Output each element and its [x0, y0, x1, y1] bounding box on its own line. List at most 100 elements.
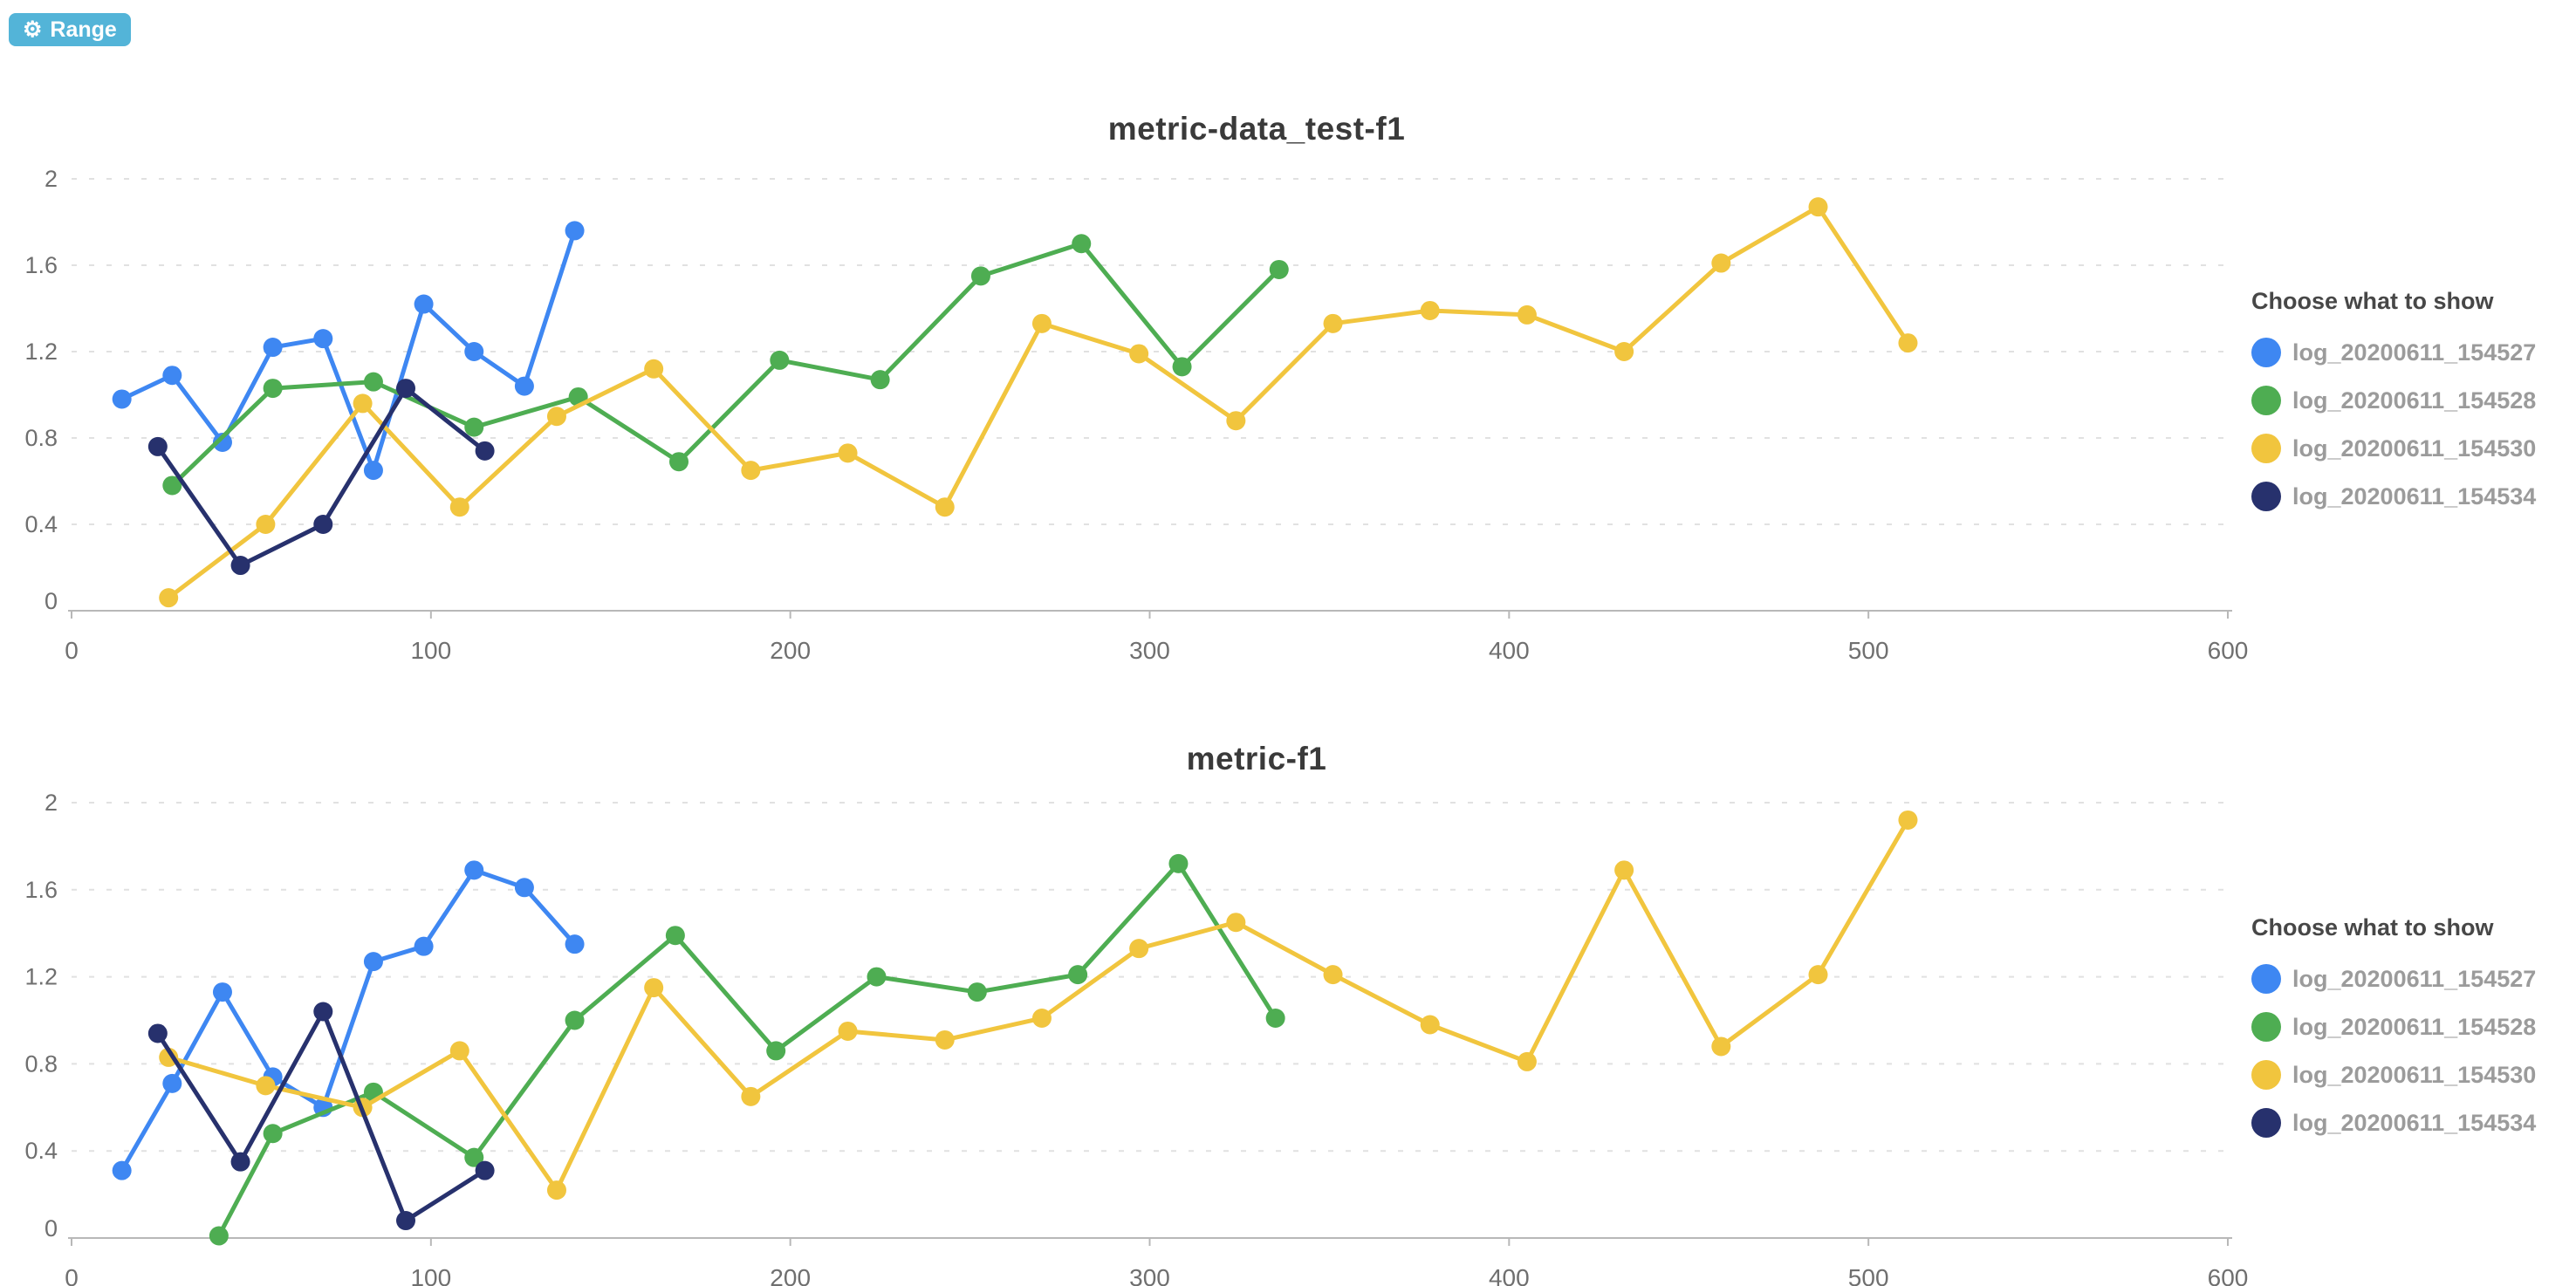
x-tick-label: 600 [2208, 1264, 2249, 1286]
data-point [644, 359, 664, 379]
data-point [514, 878, 534, 898]
data-point [464, 1147, 484, 1167]
data-point [475, 441, 495, 461]
legend-item[interactable]: log_20200611_154534 [2251, 482, 2576, 511]
legend-item[interactable]: log_20200611_154528 [2251, 386, 2576, 415]
legend-item-label: log_20200611_154530 [2292, 434, 2537, 462]
y-tick-label: 2 [45, 166, 58, 192]
x-tick-label: 100 [410, 637, 451, 664]
data-point [1129, 344, 1149, 364]
data-point [147, 436, 168, 456]
legend-swatch-icon [2251, 434, 2281, 463]
data-point [1898, 333, 1918, 353]
data-point [1129, 939, 1149, 959]
legend-swatch-icon [2251, 482, 2281, 511]
x-tick-label: 0 [65, 637, 79, 664]
data-point [867, 967, 887, 987]
data-point [363, 952, 383, 972]
data-point [741, 461, 761, 481]
data-point [514, 376, 534, 396]
legend-swatch-icon [2251, 386, 2281, 415]
series-log_20200611_154527 [112, 860, 585, 1180]
data-point [464, 417, 484, 437]
data-point [1031, 1009, 1052, 1029]
data-point [256, 515, 276, 534]
data-point [565, 934, 585, 954]
data-point [363, 461, 383, 481]
series-log_20200611_154534 [147, 379, 495, 576]
legend-item[interactable]: log_20200611_154530 [2251, 1060, 2576, 1090]
y-tick-label: 0.8 [24, 425, 58, 451]
y-tick-label: 1.6 [24, 252, 58, 278]
x-tick-label: 400 [1489, 1264, 1530, 1286]
data-point [313, 1002, 333, 1022]
data-point [1898, 810, 1918, 830]
legend-title: Choose what to show [2251, 288, 2494, 314]
y-tick-label: 0.4 [24, 1138, 58, 1164]
legend-swatch-icon [2251, 964, 2281, 994]
data-point [396, 379, 416, 399]
data-point [1711, 253, 1731, 273]
legend-item-label: log_20200611_154530 [2292, 1061, 2537, 1088]
data-point [396, 1211, 416, 1231]
data-point [766, 1041, 786, 1061]
data-point [313, 515, 333, 534]
legend-item-label: log_20200611_154528 [2292, 1013, 2537, 1040]
legend-item[interactable]: log_20200611_154528 [2251, 1012, 2576, 1042]
data-point [1808, 197, 1828, 217]
data-point [1168, 853, 1189, 873]
data-point [1808, 965, 1828, 985]
range-button-label: Range [50, 17, 117, 42]
data-point [464, 342, 484, 361]
legend-swatch-icon [2251, 1108, 2281, 1138]
y-tick-label: 0.4 [24, 511, 58, 537]
legend-panel: Choose what to show log_20200611_154527 l… [2251, 914, 2576, 1156]
data-point [162, 1073, 182, 1093]
series-log_20200611_154530 [159, 810, 1918, 1200]
data-point [414, 294, 434, 314]
data-point [1420, 300, 1440, 320]
legend-swatch-icon [2251, 1060, 2281, 1090]
legend-item[interactable]: log_20200611_154534 [2251, 1108, 2576, 1138]
chart-title-metric-f1: metric-f1 [1186, 740, 1327, 776]
x-tick-label: 100 [410, 1264, 451, 1286]
data-point [935, 1029, 955, 1050]
data-point [1323, 313, 1343, 333]
data-point [464, 860, 484, 880]
data-point [230, 556, 250, 576]
data-point [838, 443, 858, 463]
data-point [212, 982, 232, 1002]
data-point [159, 1047, 179, 1067]
data-point [770, 350, 790, 370]
data-point [263, 338, 283, 358]
data-point [1031, 313, 1052, 333]
x-tick-label: 200 [770, 1264, 811, 1286]
x-tick-label: 600 [2208, 637, 2249, 664]
data-point [870, 370, 890, 390]
data-point [159, 588, 179, 608]
legend-item[interactable]: log_20200611_154527 [2251, 964, 2576, 994]
y-tick-label: 2 [45, 790, 58, 816]
data-point [363, 372, 383, 392]
series-log_20200611_154530 [159, 197, 1918, 608]
legend-item[interactable]: log_20200611_154527 [2251, 338, 2576, 367]
series-line [169, 241, 1282, 488]
x-tick-label: 300 [1129, 1264, 1170, 1286]
data-point [1172, 357, 1192, 377]
legend-item[interactable]: log_20200611_154530 [2251, 434, 2576, 463]
gear-icon: ⚙ [23, 17, 43, 42]
legend-item-label: log_20200611_154534 [2292, 1109, 2537, 1136]
data-point [313, 329, 333, 349]
data-point [1323, 965, 1343, 985]
data-point [256, 1076, 276, 1096]
range-button[interactable]: ⚙ Range [9, 13, 131, 46]
data-point [212, 432, 232, 452]
data-point [209, 1226, 229, 1246]
x-tick-label: 300 [1129, 637, 1170, 664]
data-point [1711, 1036, 1731, 1057]
data-point [1269, 259, 1289, 279]
data-point [353, 393, 373, 414]
series-line [216, 861, 1278, 1239]
